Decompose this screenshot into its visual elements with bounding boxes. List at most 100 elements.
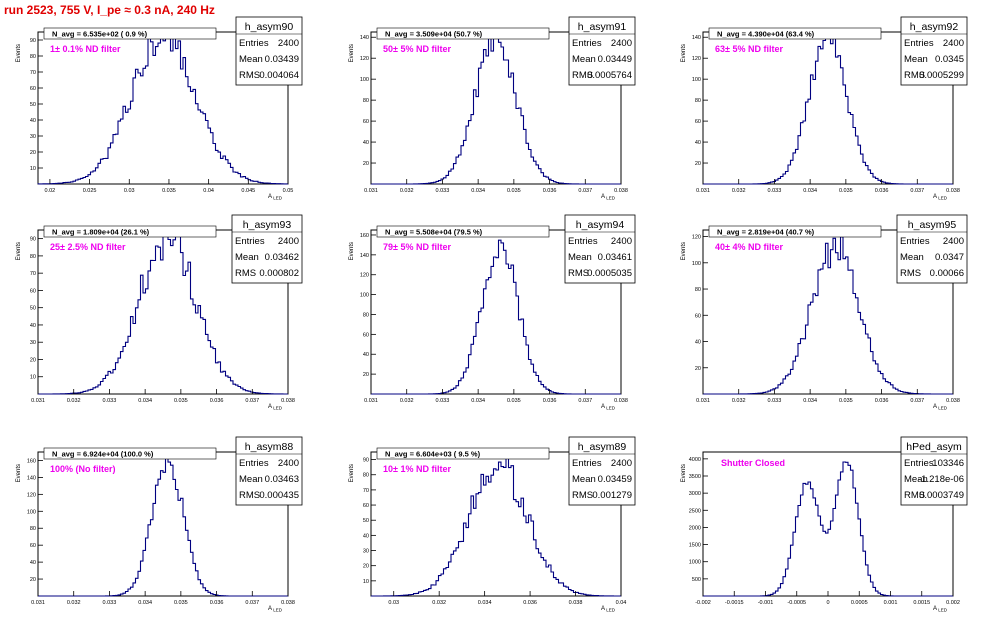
x-axis-subscript: LED	[605, 196, 616, 201]
stats-value: 0.03461	[598, 252, 632, 263]
y-tick-label: 80	[363, 312, 369, 318]
stats-key: RMS	[904, 490, 925, 501]
histogram-panel: 20 40 60 80 100 120 140 160 0.031 0.032 0.033 0.034…	[16, 436, 303, 613]
filter-annotation: 79± 5% ND filter	[383, 242, 451, 252]
x-axis-subscript: LED	[272, 196, 283, 201]
histogram-panel: 10 20 30 40 50 60 70 80 90 0.02 0.025 0.03 0.035 0.04…	[16, 16, 303, 201]
histogram-panel: 20 40 60 80 100 120 0.031 0.032 0.033 0.034 0.035 0…	[681, 214, 968, 411]
navg-box	[376, 225, 550, 238]
stats-value: 0.0347	[935, 252, 964, 263]
histogram-panel: 10 20 30 40 50 60 70 80 90 0.03 0.032 0.034 0.036 0.0…	[349, 436, 636, 613]
stats-key: Entries	[572, 38, 602, 49]
y-tick-label: 120	[27, 492, 36, 498]
y-tick-label: 140	[360, 253, 369, 259]
y-tick-label: 40	[30, 560, 36, 566]
x-tick-label: 0.025	[83, 188, 97, 194]
stats-key: RMS	[239, 490, 260, 501]
y-tick-label: 40	[30, 118, 36, 124]
x-tick-label: 0.04	[203, 188, 214, 194]
stats-value: 2400	[611, 38, 632, 49]
filter-annotation: 10± 1% ND filter	[383, 464, 451, 474]
y-tick-label: 100	[692, 77, 701, 83]
stats-box	[568, 436, 636, 506]
stats-key: Entries	[900, 236, 930, 247]
x-axis-subscript: LED	[937, 608, 948, 613]
x-tick-label: 0.03	[388, 600, 399, 606]
y-tick-label: 20	[363, 161, 369, 167]
x-tick-label: 0.033	[436, 398, 450, 404]
x-axis-title: A LED	[268, 404, 283, 411]
y-tick-label: 40	[30, 323, 36, 329]
x-tick-label: 0.034	[138, 398, 152, 404]
stats-value: 0.0005035	[587, 268, 632, 279]
navg-label: N_avg = 2.819e+04 (40.7 %)	[717, 228, 815, 237]
x-tick-label: 0.031	[696, 398, 710, 404]
y-tick-label: 20	[30, 357, 36, 363]
x-axis-title: A LED	[268, 194, 283, 201]
stats-key: Entries	[568, 236, 598, 247]
y-tick-label: 80	[695, 98, 701, 104]
y-axis-title: Events	[16, 464, 22, 482]
stats-key: Mean	[568, 252, 592, 263]
stats-title: h_asym91	[578, 21, 627, 33]
x-tick-label: 0.033	[768, 398, 782, 404]
x-tick-label: 0.037	[910, 188, 924, 194]
x-axis-subscript: LED	[605, 406, 616, 411]
histogram-line	[371, 455, 621, 597]
stats-value: 0.000435	[259, 490, 299, 501]
y-tick-label: 40	[695, 140, 701, 146]
stats-value: 0.0005299	[919, 70, 964, 81]
y-tick-label: 90	[363, 458, 369, 464]
x-axis-title: A LED	[933, 606, 948, 613]
y-tick-label: 160	[360, 233, 369, 239]
y-tick-label: 40	[363, 533, 369, 539]
x-tick-label: -0.001	[758, 600, 774, 606]
navg-box	[708, 27, 882, 40]
navg-label: N_avg = 6.535e+02 ( 0.9 %)	[52, 30, 148, 39]
stats-key: Mean	[904, 54, 928, 65]
filter-annotation: Shutter Closed	[721, 458, 785, 468]
x-tick-label: 0.036	[543, 188, 557, 194]
stats-key: Entries	[239, 458, 269, 469]
histogram-line	[38, 455, 288, 597]
y-tick-label: 60	[695, 119, 701, 125]
histogram-panel: 20 40 60 80 100 120 140 0.031 0.032 0.033 0.034 0.0…	[681, 16, 968, 201]
y-tick-label: 100	[360, 77, 369, 83]
stats-key: Mean	[904, 474, 928, 485]
filter-annotation: 25± 2.5% ND filter	[50, 242, 126, 252]
x-tick-label: 0.035	[162, 188, 176, 194]
stats-value: 0.0345	[935, 54, 964, 65]
y-tick-label: 70	[30, 70, 36, 76]
filter-annotation: 1± 0.1% ND filter	[50, 44, 121, 54]
x-tick-label: 0.033	[103, 600, 117, 606]
y-tick-label: 60	[363, 332, 369, 338]
navg-label: N_avg = 6.924e+04 (100.0 %)	[52, 450, 154, 459]
stats-key: Mean	[572, 474, 596, 485]
x-tick-label: 0.038	[281, 600, 295, 606]
y-tick-label: 80	[30, 254, 36, 260]
x-tick-label: -0.0005	[787, 600, 806, 606]
stats-key: RMS	[239, 70, 260, 81]
y-tick-label: 4000	[689, 457, 701, 463]
navg-box	[376, 447, 550, 460]
stats-key: RMS	[235, 268, 256, 279]
y-tick-label: 2500	[689, 508, 701, 514]
navg-box	[43, 27, 217, 40]
stats-title: h_asym95	[908, 219, 957, 231]
y-tick-label: 100	[360, 293, 369, 299]
y-tick-label: 3500	[689, 474, 701, 480]
stats-title: h_asym89	[578, 441, 627, 453]
stats-key: RMS	[568, 268, 589, 279]
stats-value: 0.03439	[265, 54, 299, 65]
x-tick-label: 0.031	[364, 398, 378, 404]
y-axis-title: Events	[16, 44, 22, 62]
stats-value: 0.03449	[598, 54, 632, 65]
x-tick-label: 0.036	[523, 600, 537, 606]
y-tick-label: 20	[363, 372, 369, 378]
x-tick-label: 0.036	[875, 188, 889, 194]
stats-title: hPed_asym	[906, 441, 962, 453]
y-tick-label: 60	[30, 86, 36, 92]
x-tick-label: 0.032	[732, 398, 746, 404]
x-tick-label: 0.038	[946, 398, 960, 404]
stats-key: Mean	[572, 54, 596, 65]
